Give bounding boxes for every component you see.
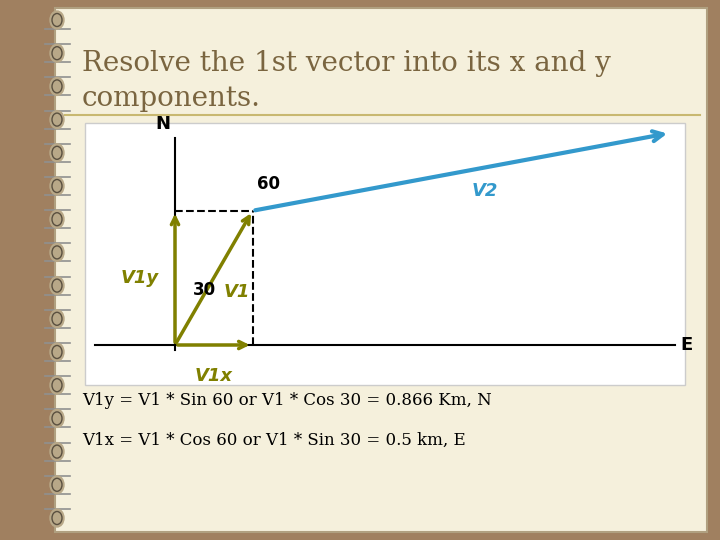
Ellipse shape (50, 343, 64, 361)
Ellipse shape (50, 476, 64, 494)
Ellipse shape (50, 11, 64, 29)
Ellipse shape (50, 77, 64, 96)
Ellipse shape (50, 276, 64, 295)
Ellipse shape (50, 44, 64, 62)
Ellipse shape (50, 177, 64, 195)
Text: 30: 30 (193, 281, 216, 299)
Text: V1x: V1x (194, 367, 233, 385)
Text: N: N (156, 115, 171, 133)
Text: V2: V2 (472, 182, 498, 200)
Ellipse shape (50, 443, 64, 461)
Text: V1y: V1y (121, 269, 159, 287)
Bar (85, 123, 685, 385)
Text: components.: components. (82, 85, 261, 112)
Ellipse shape (50, 111, 64, 129)
Text: Resolve the 1st vector into its x and y: Resolve the 1st vector into its x and y (82, 50, 611, 77)
Text: V1y = V1 * Sin 60 or V1 * Cos 30 = 0.866 Km, N: V1y = V1 * Sin 60 or V1 * Cos 30 = 0.866… (82, 392, 492, 409)
Text: 60: 60 (258, 175, 281, 193)
Ellipse shape (50, 144, 64, 162)
Ellipse shape (50, 409, 64, 427)
Ellipse shape (50, 310, 64, 328)
Ellipse shape (50, 244, 64, 261)
Ellipse shape (50, 210, 64, 228)
Ellipse shape (50, 509, 64, 527)
Text: V1x = V1 * Cos 60 or V1 * Sin 30 = 0.5 km, E: V1x = V1 * Cos 60 or V1 * Sin 30 = 0.5 k… (82, 432, 466, 449)
Ellipse shape (50, 376, 64, 394)
Text: V1: V1 (224, 283, 250, 301)
Text: E: E (680, 336, 692, 354)
